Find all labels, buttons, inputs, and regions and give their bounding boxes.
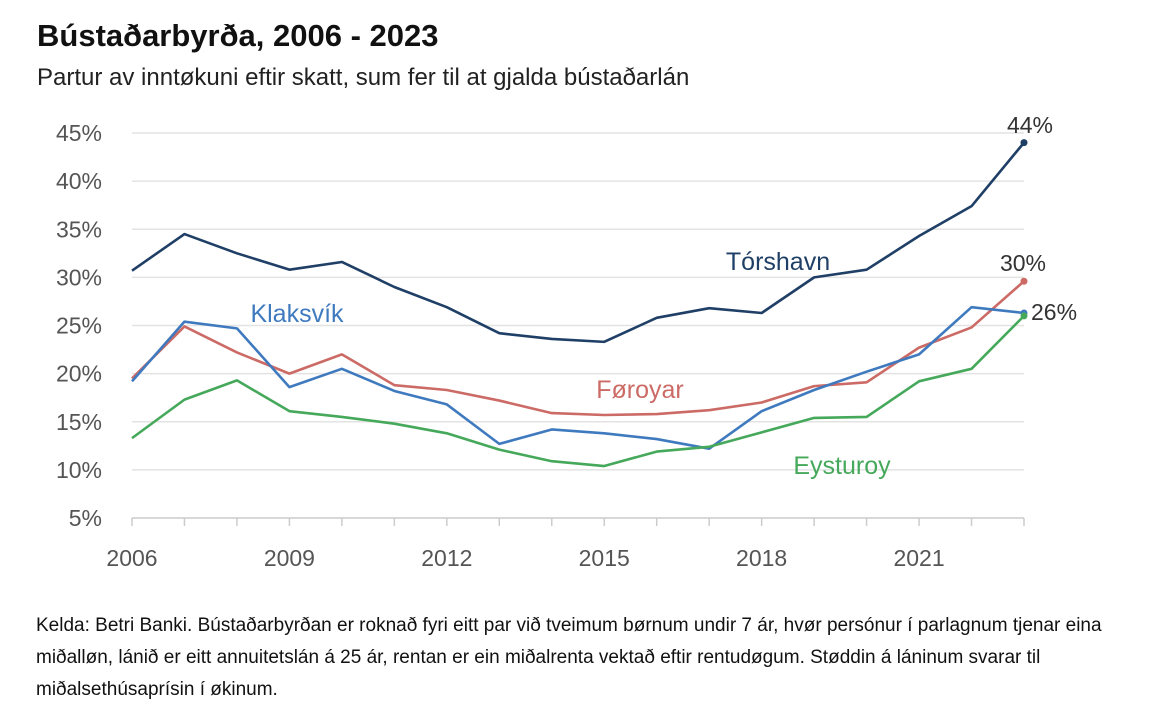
line-chart: 5% 10% 15% 20% 25% 30% 35% 40% 45% 2006 2009 2012 20… (56, 112, 1077, 571)
series-end-point (1020, 139, 1028, 147)
end-value-label: 26% (1031, 299, 1077, 325)
chart-title: Bústaðarbyrða, 2006 - 2023 (37, 18, 439, 53)
end-value-label: 30% (1000, 250, 1046, 276)
x-tick-label: 2015 (579, 545, 630, 571)
y-tick-label: 15% (56, 409, 102, 435)
y-tick-label: 20% (56, 361, 102, 387)
y-tick-label: 30% (56, 264, 102, 290)
x-tick-label: 2012 (421, 545, 472, 571)
y-tick-label: 40% (56, 168, 102, 194)
series-line-klaksvík (131, 305, 1025, 451)
x-tick-label: 2018 (736, 545, 787, 571)
end-value-label: 44% (1007, 112, 1053, 138)
x-tick-label: 2021 (893, 545, 944, 571)
y-tick-label: 35% (56, 216, 102, 242)
series-line-føroyar (131, 280, 1025, 417)
series-label: Klaksvík (250, 300, 344, 328)
series-line-tórshavn (131, 141, 1026, 344)
series-end-point (1020, 312, 1028, 320)
series-label: Eysturoy (793, 452, 891, 480)
series-label: Tórshavn (726, 248, 830, 276)
y-tick-label: 25% (56, 313, 102, 339)
y-tick-label: 10% (56, 457, 102, 483)
y-tick-label: 45% (56, 120, 102, 146)
source-note: Kelda: Betri Banki. Bústaðarbyrðan er ro… (36, 615, 1102, 700)
x-tick-label: 2009 (264, 545, 315, 571)
series-line-eysturoy (131, 314, 1025, 468)
x-tick-label: 2006 (106, 545, 157, 571)
series-label: Føroyar (596, 376, 684, 404)
series-end-point (1020, 277, 1028, 285)
chart-subtitle: Partur av inntøkuni eftir skatt, sum fer… (37, 64, 690, 91)
y-tick-label: 5% (69, 505, 102, 531)
